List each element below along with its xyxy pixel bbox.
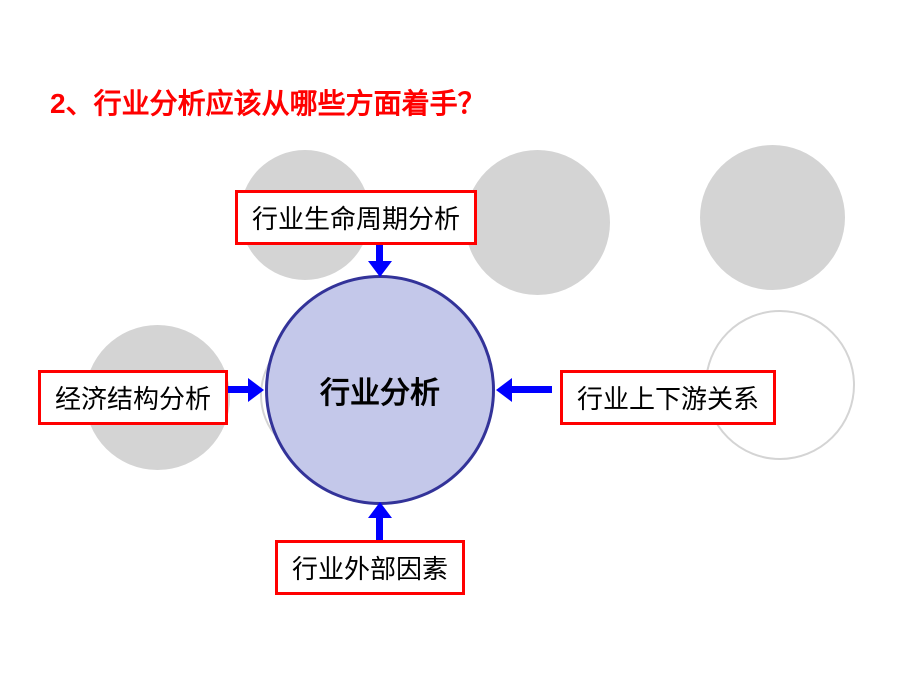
center-label: 行业分析 — [320, 368, 440, 412]
page-title: 2、行业分析应该从哪些方面着手？ — [50, 82, 486, 122]
bg-circle-2 — [465, 150, 610, 295]
center-circle: 行业分析 — [265, 275, 495, 505]
node-left: 经济结构分析 — [38, 370, 228, 425]
node-top: 行业生命周期分析 — [235, 190, 477, 245]
node-bottom-label: 行业外部因素 — [292, 549, 448, 586]
node-right-label: 行业上下游关系 — [577, 379, 759, 416]
node-left-label: 经济结构分析 — [55, 379, 211, 416]
node-top-label: 行业生命周期分析 — [252, 199, 460, 236]
node-bottom: 行业外部因素 — [275, 540, 465, 595]
node-right: 行业上下游关系 — [560, 370, 776, 425]
bg-circle-3 — [700, 145, 845, 290]
